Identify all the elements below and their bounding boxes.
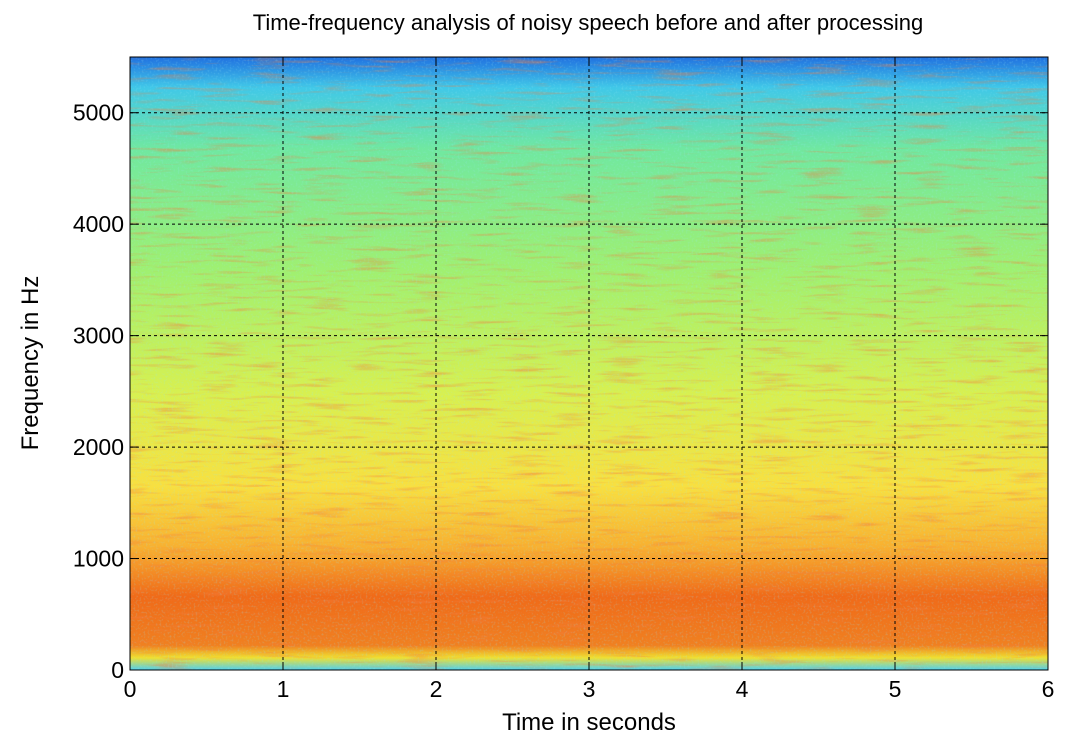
y-tick-label: 5000 [73,100,124,126]
x-tick-label: 6 [1042,676,1055,702]
x-tick-label: 0 [124,676,137,702]
x-tick-label: 2 [430,676,443,702]
y-axis-label: Frequency in Hz [17,276,44,451]
y-tick-label: 1000 [73,546,124,572]
x-tick-label: 3 [583,676,596,702]
y-tick-label: 0 [111,657,124,683]
chart-title: Time-frequency analysis of noisy speech … [253,10,924,35]
x-tick-label: 4 [736,676,749,702]
x-axis-label: Time in seconds [502,709,676,736]
axes-frame [129,56,1049,671]
x-tick-label: 1 [277,676,290,702]
y-tick-label: 3000 [73,323,124,349]
x-tick-label: 5 [889,676,902,702]
y-tick-label: 2000 [73,434,124,460]
y-tick-label: 4000 [73,211,124,237]
